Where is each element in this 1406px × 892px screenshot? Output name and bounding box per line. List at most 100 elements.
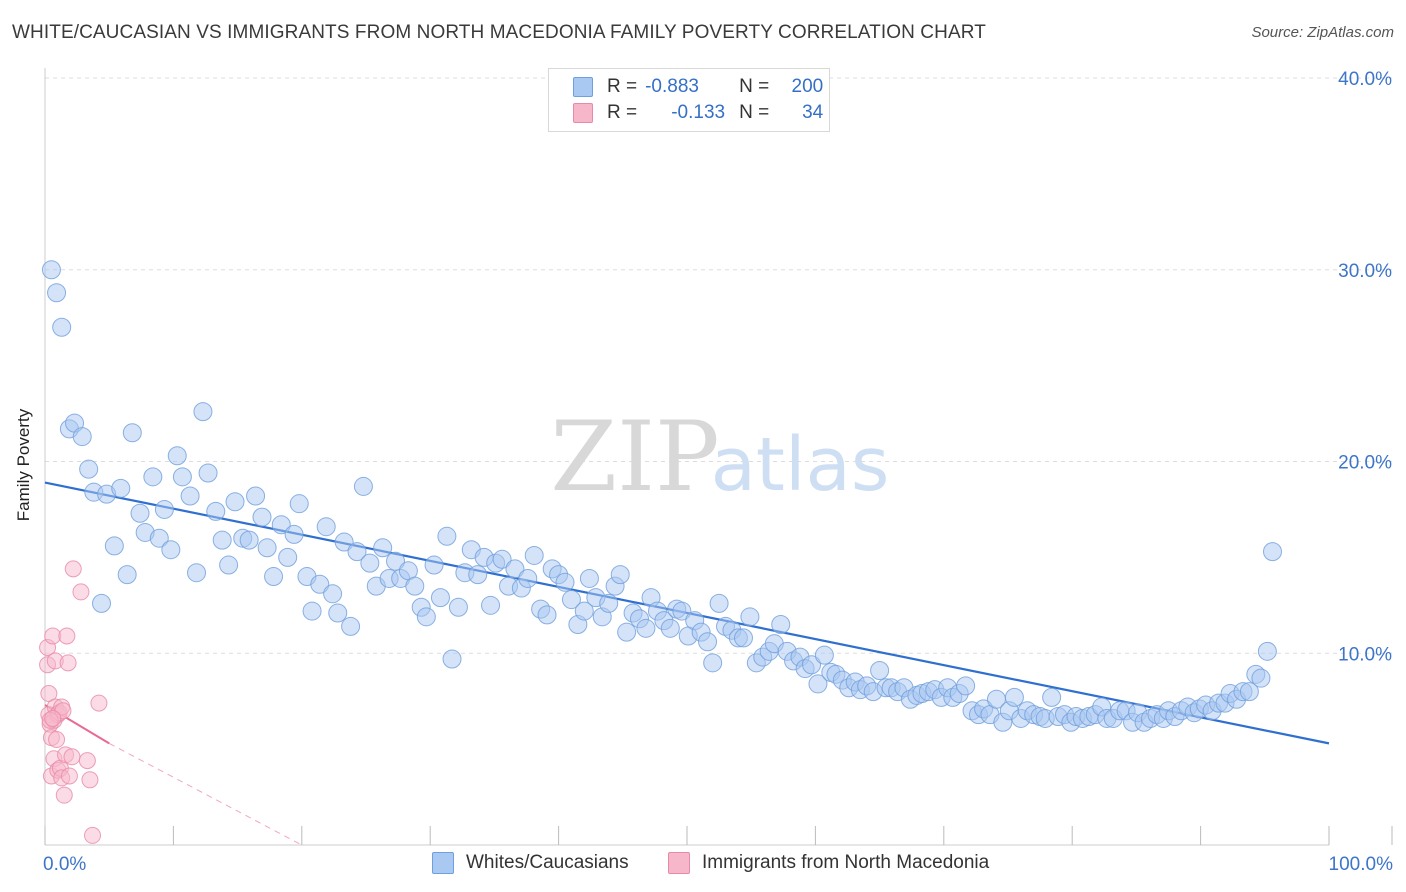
point-whites [610, 565, 630, 585]
point-whites [143, 467, 163, 487]
point-whites [814, 645, 834, 665]
point-whites [149, 528, 169, 548]
point-whites [91, 593, 111, 613]
y-tick-label: 30.0% [1338, 261, 1392, 282]
point-whites [1004, 687, 1024, 707]
point-whites [579, 568, 599, 588]
watermark: ZIP atlas [550, 401, 889, 513]
point-whites [187, 563, 207, 583]
point-whites [52, 317, 72, 337]
point-whites [698, 632, 718, 652]
point-whites [617, 622, 637, 642]
point-whites [1239, 682, 1259, 702]
point-macedonia [44, 709, 62, 727]
point-whites [416, 607, 436, 627]
point-whites [353, 476, 373, 496]
point-whites [802, 655, 822, 675]
y-tick-label: 20.0% [1338, 453, 1392, 474]
point-whites [448, 597, 468, 617]
point-whites [302, 601, 322, 621]
point-whites [424, 555, 444, 575]
series-legend: Whites/Caucasians Immigrants from North … [0, 852, 1406, 878]
point-whites [1251, 668, 1271, 688]
point-whites [193, 402, 213, 422]
point-whites [264, 567, 284, 587]
point-whites [518, 568, 538, 588]
point-whites [373, 538, 393, 558]
point-macedonia [78, 752, 96, 770]
x-tick-label: 100.0% [1329, 854, 1394, 875]
legend-n-value: 34 [802, 102, 824, 123]
point-whites [870, 661, 890, 681]
point-whites [733, 628, 753, 648]
trend-line-macedonia-extrapolated [108, 742, 303, 846]
point-macedonia [84, 826, 102, 844]
point-whites [808, 674, 828, 694]
point-macedonia [63, 748, 81, 766]
point-whites [524, 545, 544, 565]
point-whites [672, 601, 692, 621]
legend-row-macedonia: R = -0.133 N = 34 [573, 101, 823, 125]
legend-swatch-whites [573, 77, 593, 97]
point-whites [161, 540, 181, 560]
point-whites [505, 559, 525, 579]
point-whites [289, 494, 309, 514]
point-whites [481, 595, 501, 615]
point-macedonia [64, 560, 82, 578]
legend-n-value: 200 [791, 76, 824, 97]
point-whites [111, 478, 131, 498]
correlation-legend: R = -0.883 N = 200 R = -0.133 N = 34 [548, 68, 830, 132]
y-tick-labels: 10.0% 20.0% 30.0% 40.0% [1338, 69, 1392, 665]
point-whites [709, 593, 729, 613]
point-whites [225, 492, 245, 512]
point-whites [1042, 687, 1062, 707]
watermark-atlas: atlas [711, 422, 890, 508]
x-tick-label: 0.0% [43, 854, 86, 875]
point-whites [271, 515, 291, 535]
y-tick-label: 40.0% [1338, 69, 1392, 90]
point-whites [206, 501, 226, 521]
point-whites [72, 427, 92, 447]
point-whites [442, 649, 462, 669]
point-whites [360, 553, 380, 573]
series-legend-macedonia[interactable]: Immigrants from North Macedonia [668, 852, 989, 874]
point-whites [468, 565, 488, 585]
point-whites [956, 676, 976, 696]
point-whites [386, 551, 406, 571]
point-macedonia [44, 627, 62, 645]
legend-swatch-macedonia [573, 103, 593, 123]
point-whites [347, 542, 367, 562]
legend-r-label: R = [607, 102, 638, 123]
gridlines [45, 77, 1392, 654]
point-whites [172, 467, 192, 487]
series-legend-whites[interactable]: Whites/Caucasians [432, 852, 629, 874]
point-whites [41, 260, 61, 280]
point-macedonia [58, 627, 76, 645]
point-whites [278, 547, 298, 567]
point-whites [771, 614, 791, 634]
legend-r-value: -0.133 [671, 102, 726, 123]
point-whites [537, 605, 557, 625]
series-swatch-macedonia [668, 852, 690, 874]
point-whites [1257, 641, 1277, 661]
point-whites [316, 517, 336, 537]
point-whites [130, 503, 150, 523]
point-whites [492, 549, 512, 569]
point-whites [599, 593, 619, 613]
point-whites [555, 572, 575, 592]
point-whites [574, 601, 594, 621]
data-points [39, 260, 1283, 844]
point-whites [154, 499, 174, 519]
legend-r-value: -0.883 [645, 76, 699, 97]
point-whites [740, 607, 760, 627]
series-label-macedonia: Immigrants from North Macedonia [702, 852, 990, 873]
point-whites [117, 565, 137, 585]
chart-title: WHITE/CAUCASIAN VS IMMIGRANTS FROM NORTH… [12, 22, 986, 43]
series-swatch-whites [432, 852, 454, 874]
point-macedonia [90, 694, 108, 712]
point-whites [323, 584, 343, 604]
point-whites [437, 526, 457, 546]
point-macedonia [60, 767, 78, 785]
source-label: Source: ZipAtlas.com [1251, 24, 1394, 41]
